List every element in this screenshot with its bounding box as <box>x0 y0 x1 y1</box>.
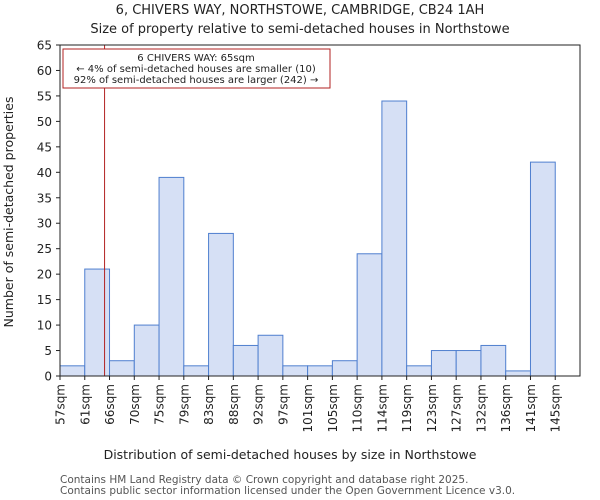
x-tick-label: 97sqm <box>276 384 290 425</box>
bar-101sqm <box>307 365 333 377</box>
footer-line-2: Contains public sector information licen… <box>60 485 515 497</box>
y-tick-label: 30 <box>37 217 52 231</box>
x-axis-label: Distribution of semi-detached houses by … <box>104 447 477 462</box>
annotation-box: 6 CHIVERS WAY: 65sqm ← 4% of semi-detach… <box>62 48 331 89</box>
y-tick-label: 40 <box>37 166 52 180</box>
x-tick-label: 92sqm <box>252 384 266 425</box>
annotation-line-1: 6 CHIVERS WAY: 65sqm <box>137 53 254 64</box>
x-tick-label: 123sqm <box>425 384 439 432</box>
bar-57sqm <box>59 365 86 377</box>
bar-83sqm <box>208 232 234 377</box>
bar-88sqm <box>232 344 259 377</box>
bar-92sqm <box>257 334 284 377</box>
y-tick-label: 50 <box>37 115 52 129</box>
y-axis-label: Number of semi-detached properties <box>1 97 16 328</box>
x-tick-label: 119sqm <box>400 384 414 432</box>
y-tick-label: 60 <box>37 64 52 78</box>
bar-119sqm <box>406 365 432 377</box>
bar-105sqm <box>331 360 358 377</box>
bar-114sqm <box>381 100 408 377</box>
footer-line-1: Contains HM Land Registry data © Crown c… <box>60 474 468 486</box>
y-tick-label: 25 <box>37 242 52 256</box>
plot-frame <box>59 44 581 377</box>
bar-61sqm <box>84 268 111 377</box>
y-tick-label: 15 <box>37 293 52 307</box>
x-tick-label: 101sqm <box>301 384 315 432</box>
bar-75sqm <box>158 176 185 377</box>
y-axis-ticks: 0 5 10 15 20 25 30 35 40 45 50 55 60 65 <box>37 39 60 384</box>
x-tick-label: 141sqm <box>524 384 538 432</box>
x-tick-label: 114sqm <box>375 384 389 432</box>
annotation-frame <box>62 48 331 89</box>
x-tick-label: 57sqm <box>54 384 68 425</box>
y-tick-label: 45 <box>37 140 52 154</box>
bar-141sqm <box>529 161 556 377</box>
x-tick-label: 132sqm <box>474 384 488 432</box>
chart-title: 6, CHIVERS WAY, NORTHSTOWE, CAMBRIDGE, C… <box>116 3 485 18</box>
x-tick-label: 110sqm <box>351 384 365 432</box>
x-tick-label: 75sqm <box>153 384 167 425</box>
y-tick-label: 35 <box>37 191 52 205</box>
y-tick-label: 0 <box>44 370 52 384</box>
y-tick-label: 65 <box>37 39 52 53</box>
bar-127sqm <box>455 350 482 377</box>
bar-132sqm <box>480 344 507 377</box>
x-tick-label: 127sqm <box>450 384 464 432</box>
x-tick-label: 88sqm <box>227 384 241 425</box>
x-tick-label: 70sqm <box>128 384 142 425</box>
bar-123sqm <box>430 350 457 377</box>
x-axis-ticks: 57sqm 61sqm 66sqm 70sqm 75sqm 79sqm 83sqm 88sqm… <box>54 376 563 432</box>
annotation-line-2: ← 4% of semi-detached houses are smaller… <box>76 64 316 75</box>
bar-79sqm <box>183 365 210 377</box>
annotation-line-3: 92% of semi-detached houses are larger (… <box>74 75 319 86</box>
x-tick-label: 79sqm <box>177 384 191 425</box>
bar-70sqm <box>133 324 160 377</box>
y-tick-label: 20 <box>37 268 52 282</box>
x-tick-label: 136sqm <box>499 384 513 432</box>
bar-136sqm <box>505 370 531 377</box>
bar-66sqm <box>109 360 135 377</box>
bar-110sqm <box>356 253 383 377</box>
x-tick-label: 66sqm <box>103 384 117 425</box>
y-tick-label: 55 <box>37 89 52 103</box>
chart-subtitle: Size of property relative to semi-detach… <box>90 22 509 37</box>
y-tick-label: 10 <box>37 319 52 333</box>
bars-group <box>59 100 556 377</box>
x-tick-label: 83sqm <box>202 384 216 425</box>
x-tick-label: 145sqm <box>549 384 563 432</box>
bar-97sqm <box>282 365 309 377</box>
x-tick-label: 61sqm <box>78 384 92 425</box>
x-tick-label: 105sqm <box>326 384 340 432</box>
y-tick-label: 5 <box>44 344 52 358</box>
